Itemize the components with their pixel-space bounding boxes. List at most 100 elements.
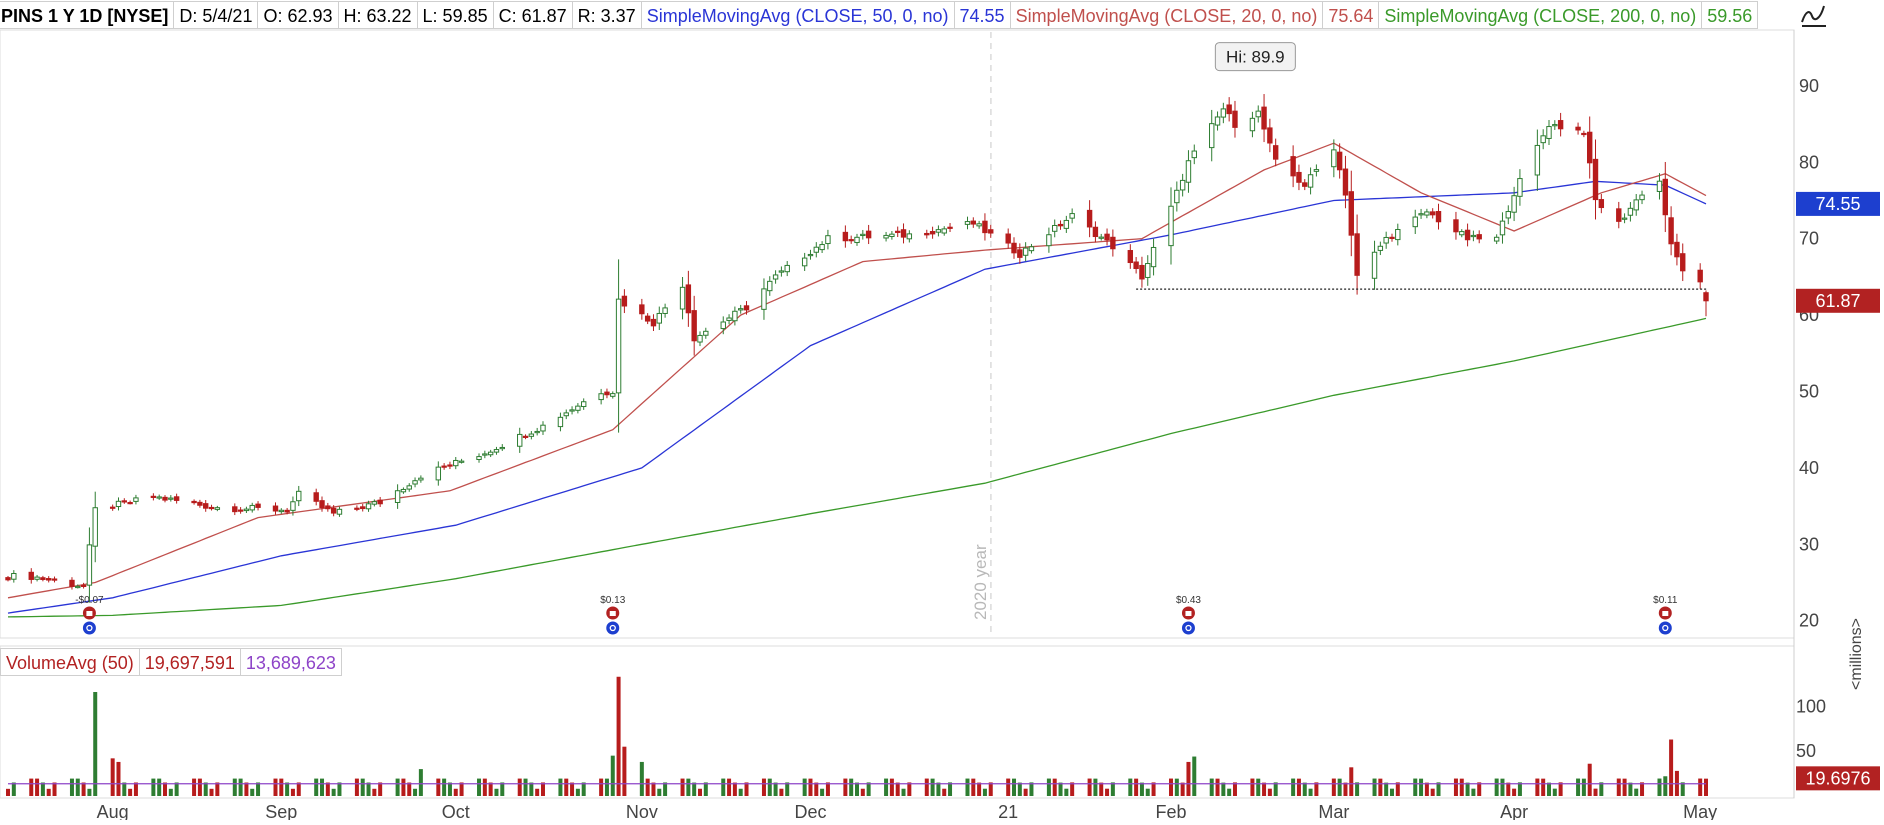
month-tick-label: 21 — [998, 802, 1018, 820]
candle-body — [575, 405, 581, 411]
volume-bar — [11, 782, 16, 796]
candle-body — [208, 506, 215, 510]
candle-body — [1453, 219, 1459, 233]
volume-bar — [407, 782, 412, 796]
volume-bar — [1110, 782, 1115, 796]
info-marker-icon — [606, 621, 620, 635]
candle-body — [1424, 211, 1430, 216]
volume-bar — [599, 778, 604, 796]
volume-tag-box — [1796, 766, 1880, 791]
volume-bar — [128, 788, 133, 796]
volume-bar — [639, 761, 644, 796]
volume-bar — [1105, 788, 1110, 796]
candle-body — [813, 246, 819, 253]
candle-body — [296, 490, 302, 502]
candle-body — [1511, 195, 1517, 213]
candle-body — [1272, 145, 1279, 160]
candle-body — [34, 576, 40, 580]
volume-bar — [6, 788, 10, 796]
volume-bar — [622, 746, 627, 796]
sma50-label[interactable]: SimpleMovingAvg (CLOSE, 50, 0, no) — [640, 1, 954, 29]
candle-body — [394, 490, 401, 503]
volume-bar — [1343, 782, 1348, 796]
volume-bar — [320, 778, 325, 796]
volume-bar — [1232, 782, 1237, 796]
candle-body — [784, 264, 790, 273]
candle-body — [1371, 251, 1378, 279]
volume-bar — [401, 778, 406, 796]
volume-bar — [209, 788, 214, 796]
volume-bar — [488, 782, 493, 796]
symbol-label[interactable]: PINS 1 Y 1D [NYSE] — [0, 1, 174, 29]
volume-value: 19,697,591 — [138, 648, 240, 676]
volume-bar — [721, 778, 726, 796]
candle-body — [924, 232, 930, 236]
candle-body — [278, 509, 285, 513]
candle-body — [1261, 106, 1267, 130]
volume-bar — [1070, 782, 1075, 796]
volume-bar — [1209, 778, 1214, 796]
line-tool-icon[interactable] — [1796, 2, 1830, 32]
volume-bar — [535, 788, 540, 796]
volume-tick-label: 50 — [1796, 741, 1816, 761]
candle-body — [40, 577, 46, 580]
candle-body — [476, 456, 482, 460]
candle-body — [1168, 205, 1174, 247]
candle-body — [1145, 263, 1151, 278]
candle-body — [743, 305, 750, 311]
volume-study-label[interactable]: VolumeAvg (50) — [0, 648, 139, 676]
volume-bar — [35, 778, 40, 796]
candle-body — [1499, 220, 1506, 236]
volume-bar — [1576, 778, 1581, 796]
candle-body — [249, 504, 255, 511]
volume-bar — [1308, 788, 1313, 796]
candle-body — [1592, 158, 1599, 201]
volume-bar — [1541, 778, 1546, 796]
candle-body — [441, 465, 447, 468]
candle-body — [1290, 156, 1296, 177]
candle-body — [51, 578, 58, 581]
volume-bar — [523, 778, 528, 796]
volume-bar — [197, 778, 202, 796]
volume-bar — [1052, 778, 1057, 796]
candle-body — [1069, 213, 1075, 219]
volume-bar — [1291, 778, 1296, 796]
year-separator-label: 2020 year — [971, 544, 990, 620]
open-label: O: 62.93 — [257, 1, 338, 29]
volume-bar — [174, 782, 179, 796]
volume-bar — [1535, 778, 1540, 796]
candle-body — [691, 310, 697, 342]
candle-body — [1209, 123, 1215, 149]
volume-bar — [163, 782, 168, 796]
candle-body — [1354, 233, 1360, 276]
candle-body — [563, 412, 569, 417]
candle-body — [697, 334, 703, 343]
candle-body — [435, 466, 442, 481]
candle-body — [598, 393, 604, 401]
volume-bar — [785, 782, 790, 796]
volume-bar — [232, 778, 237, 796]
volume-bar — [40, 782, 45, 796]
candle-body — [400, 488, 407, 493]
candle-body — [243, 508, 250, 512]
volume-bar — [395, 778, 400, 796]
low-label: L: 59.85 — [416, 1, 493, 29]
earnings-label: $0.13 — [600, 595, 625, 606]
volume-bar — [727, 778, 732, 796]
sma200-label[interactable]: SimpleMovingAvg (CLOSE, 200, 0, no) — [1378, 1, 1702, 29]
volume-bar — [1552, 788, 1557, 796]
candle-body — [900, 229, 907, 238]
sma20-label[interactable]: SimpleMovingAvg (CLOSE, 20, 0, no) — [1009, 1, 1323, 29]
candle-body — [173, 496, 180, 501]
earnings-label: -$0.07 — [75, 595, 104, 606]
volume-bar — [855, 782, 859, 796]
volume-bar — [1099, 782, 1104, 796]
volume-bar — [982, 788, 987, 796]
price-tick-label: 50 — [1799, 381, 1819, 401]
candle-body — [1255, 110, 1261, 118]
volume-bar — [459, 782, 464, 796]
candle-body — [365, 503, 372, 510]
candle-body — [1505, 211, 1511, 219]
candle-body — [1150, 246, 1157, 268]
volume-bar — [482, 778, 487, 796]
